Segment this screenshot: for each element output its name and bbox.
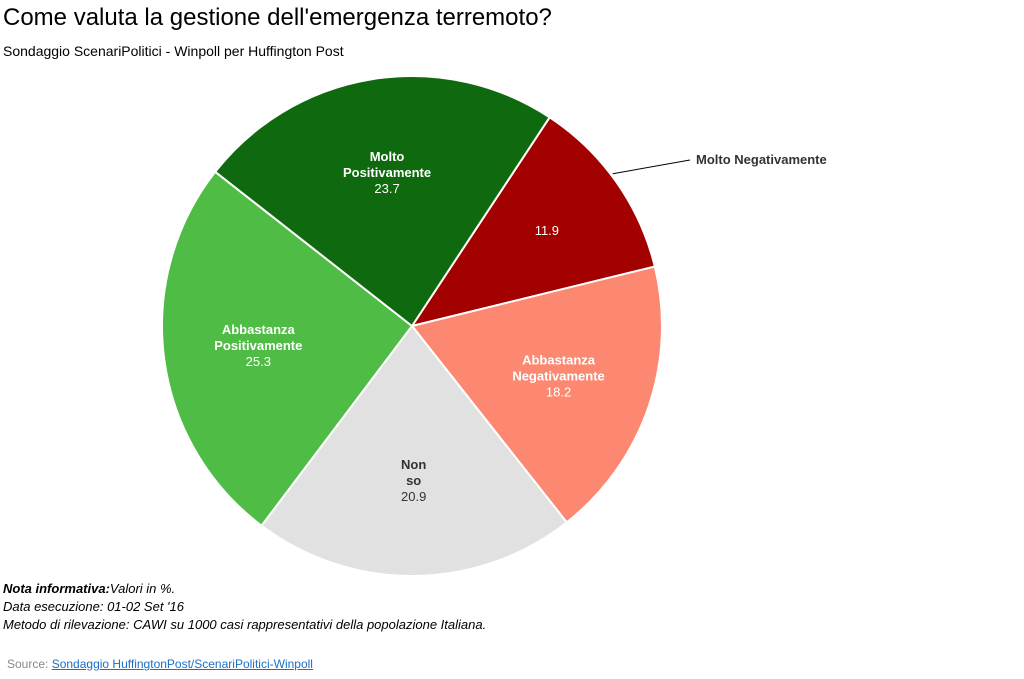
connector-line-molto-negativamente <box>612 159 691 175</box>
pie-slice-molto-positivamente <box>213 75 552 328</box>
slice-label-molto-positivamente: Molto Positivamente 23.7 <box>343 149 431 196</box>
note-label: Nota informativa: <box>3 581 110 596</box>
chart-subtitle: Sondaggio ScenariPolitici - Winpoll per … <box>3 43 344 59</box>
note-line-1: Nota informativa:Valori in %. <box>3 580 486 598</box>
slice-label-abbastanza-positivamente: Abbastanza Positivamente 25.3 <box>214 322 302 369</box>
note-text: Valori in %. <box>109 581 176 596</box>
pie-chart: 11.9 Molto Negativamente Abbastanza Negativ… <box>161 75 827 577</box>
source: Source: Sondaggio HuffingtonPost/Scenari… <box>7 657 313 671</box>
pie-slice-abbastanza-positivamente <box>161 170 414 528</box>
chart-title: Come valuta la gestione dell'emergenza t… <box>3 4 552 31</box>
notes: Nota informativa:Valori in %. Data esecu… <box>3 580 486 634</box>
source-prefix: Source: <box>7 657 49 671</box>
pie-slice-non-so <box>260 324 569 577</box>
note-method: Metodo di rilevazione: CAWI su 1000 casi… <box>3 617 487 632</box>
slice-label-non-so: Non so 20.9 <box>401 457 426 504</box>
slice-label-abbastanza-negativamente: Abbastanza Negativamente 18.2 <box>512 352 604 399</box>
slice-value-molto-negativamente: 11.9 <box>535 223 559 238</box>
slice-name-molto-negativamente: Molto Negativamente <box>696 152 827 167</box>
pie-slice-abbastanza-negativamente <box>410 265 663 524</box>
pie-slice-molto-negativamente <box>409 115 657 328</box>
note-date: Data esecuzione: 01-02 Set '16 <box>3 599 184 614</box>
source-link[interactable]: Sondaggio HuffingtonPost/ScenariPolitici… <box>51 657 313 671</box>
